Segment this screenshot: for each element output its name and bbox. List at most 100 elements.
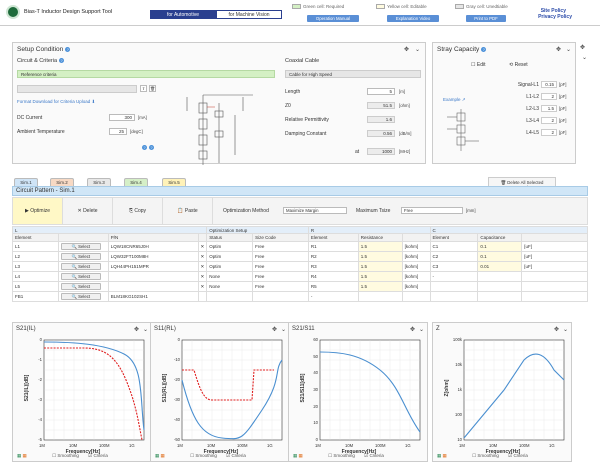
clear-icon[interactable]: ✕ xyxy=(197,281,208,292)
select-button[interactable]: 🔍 Select xyxy=(60,243,101,250)
length-input[interactable]: 5 xyxy=(367,88,395,95)
help-icon[interactable]: ? xyxy=(481,46,487,52)
capacitance-input[interactable]: 0.1 xyxy=(477,251,523,262)
tab-sim-3[interactable]: Sim.3 xyxy=(87,178,111,186)
stray-value[interactable]: 0.15 xyxy=(541,81,557,88)
chart-data-icon[interactable]: ▦ xyxy=(22,453,27,458)
criteria-checkbox[interactable]: ☑ Criteria xyxy=(508,453,528,458)
chart-data-icon[interactable]: ▦ xyxy=(298,453,303,458)
criteria-file-field[interactable] xyxy=(17,85,137,93)
status-select[interactable]: Optim xyxy=(206,251,254,262)
format-download-link[interactable]: Format Download for Criteria Upload ⬇ xyxy=(17,99,96,104)
chevron-down-icon[interactable]: ⌄ xyxy=(142,327,148,333)
capacitance-input[interactable]: 0.1 xyxy=(477,241,523,252)
max-tsize-select[interactable]: Free xyxy=(401,207,463,214)
smoothing-checkbox[interactable]: ☐ Smoothing xyxy=(190,453,217,458)
move-icon[interactable]: ✥ xyxy=(403,47,409,53)
move-icon[interactable]: ✥ xyxy=(580,45,586,51)
ambient-temp-select[interactable]: 25 xyxy=(109,128,127,135)
resistance-input[interactable]: 1.5 xyxy=(357,261,403,272)
select-button[interactable]: 🔍 Select xyxy=(60,293,101,300)
stray-value[interactable]: 2 xyxy=(541,129,557,136)
resistance-input[interactable] xyxy=(357,291,403,302)
status-select[interactable]: Optim xyxy=(206,261,254,272)
chart-image-icon[interactable]: ▦ xyxy=(437,453,442,458)
tab-sim-1[interactable]: Sim.1 xyxy=(14,178,38,186)
tab-sim-2[interactable]: Sim.2 xyxy=(50,178,74,186)
chevron-down-icon[interactable]: ⌄ xyxy=(565,47,571,53)
chart-data-icon[interactable]: ▦ xyxy=(442,453,447,458)
site-policy-link[interactable]: Site Policy xyxy=(540,8,566,14)
select-button[interactable]: 🔍 Select xyxy=(60,273,101,280)
resistance-input[interactable]: 1.5 xyxy=(357,241,403,252)
clear-icon[interactable] xyxy=(197,291,208,302)
move-icon[interactable]: ✥ xyxy=(553,327,559,333)
capacitance-input[interactable] xyxy=(477,281,523,292)
trash-icon[interactable]: 🗑 xyxy=(149,85,156,92)
stray-value[interactable]: 2 xyxy=(541,93,557,100)
move-icon[interactable]: ✥ xyxy=(133,327,139,333)
optimize-button[interactable]: ▶ Optimize xyxy=(13,198,63,224)
chevron-down-icon[interactable]: ⌄ xyxy=(414,47,420,53)
criteria-checkbox[interactable]: ☑ Criteria xyxy=(88,453,108,458)
select-button[interactable]: 🔍 Select xyxy=(60,253,101,260)
smoothing-checkbox[interactable]: ☐ Smoothing xyxy=(328,453,355,458)
status-select[interactable]: None xyxy=(206,281,254,292)
status-select[interactable]: None xyxy=(206,271,254,282)
criteria-checkbox[interactable]: ☑ Criteria xyxy=(364,453,384,458)
tab-sim-4[interactable]: Sim.4 xyxy=(124,178,148,186)
select-button[interactable]: 🔍 Select xyxy=(60,263,101,270)
stray-value[interactable]: 1.5 xyxy=(541,105,557,112)
status-select[interactable] xyxy=(206,291,254,302)
resistance-input[interactable]: 1.5 xyxy=(357,251,403,262)
reset-button[interactable]: ⟲ Reset xyxy=(509,62,528,68)
print-pdf-button[interactable]: Print to PDF xyxy=(466,15,506,22)
chart-image-icon[interactable]: ▦ xyxy=(155,453,160,458)
move-icon[interactable]: ✥ xyxy=(409,327,415,333)
tab-sim-5[interactable]: Sim.5 xyxy=(162,178,186,186)
opt-method-select[interactable]: Maximize Margin xyxy=(283,207,347,214)
dc-current-input[interactable]: 300 xyxy=(109,114,135,121)
size-select[interactable]: Free xyxy=(252,271,309,282)
smoothing-checkbox[interactable]: ☐ Smoothing xyxy=(52,453,79,458)
criteria-checkbox[interactable]: ☑ Criteria xyxy=(226,453,246,458)
tab-machine-vision[interactable]: for Machine Vision xyxy=(216,10,282,19)
copy-button[interactable]: ⎘ Copy xyxy=(113,198,163,224)
delete-button[interactable]: ✕ Delete xyxy=(63,198,113,224)
size-select[interactable] xyxy=(252,291,309,302)
size-select[interactable]: Free xyxy=(252,241,309,252)
tab-automotive[interactable]: for Automotive xyxy=(150,10,216,19)
reference-criteria-select[interactable]: Reference criteria xyxy=(17,70,275,78)
edit-checkbox[interactable]: ☐ Edit xyxy=(471,62,486,68)
status-select[interactable]: Optim xyxy=(206,241,254,252)
upload-icon[interactable]: ⇪ xyxy=(140,85,147,92)
chart-data-icon[interactable]: ▦ xyxy=(160,453,165,458)
example-link[interactable]: Example ↗ xyxy=(443,97,466,102)
clear-icon[interactable]: ✕ xyxy=(197,251,208,262)
chevron-down-icon[interactable]: ⌄ xyxy=(280,327,286,333)
select-button[interactable]: 🔍 Select xyxy=(60,283,101,290)
help-icon[interactable]: ? xyxy=(142,145,147,150)
help-icon[interactable]: ? xyxy=(149,145,154,150)
explanation-video-button[interactable]: Explanation Video xyxy=(387,15,439,22)
clear-icon[interactable]: ✕ xyxy=(197,261,208,272)
chevron-down-icon[interactable]: ⌄ xyxy=(562,327,568,333)
capacitance-input[interactable] xyxy=(477,271,523,282)
operation-manual-button[interactable]: Operation Manual xyxy=(307,15,359,22)
size-select[interactable]: Free xyxy=(252,251,309,262)
smoothing-checkbox[interactable]: ☐ Smoothing xyxy=(472,453,499,458)
chevron-down-icon[interactable]: ⌄ xyxy=(582,55,588,61)
stray-value[interactable]: 2 xyxy=(541,117,557,124)
chart-image-icon[interactable]: ▦ xyxy=(17,453,22,458)
size-select[interactable]: Free xyxy=(252,281,309,292)
move-icon[interactable]: ✥ xyxy=(555,47,561,53)
chevron-down-icon[interactable]: ⌄ xyxy=(418,327,424,333)
chart-image-icon[interactable]: ▦ xyxy=(293,453,298,458)
privacy-policy-link[interactable]: Privacy Policy xyxy=(538,14,572,20)
resistance-input[interactable]: 1.5 xyxy=(357,281,403,292)
move-icon[interactable]: ✥ xyxy=(271,327,277,333)
capacitance-input[interactable] xyxy=(477,291,523,302)
paste-button[interactable]: 📋 Paste xyxy=(163,198,213,224)
size-select[interactable]: Free xyxy=(252,261,309,272)
help-icon[interactable]: ? xyxy=(65,46,71,52)
